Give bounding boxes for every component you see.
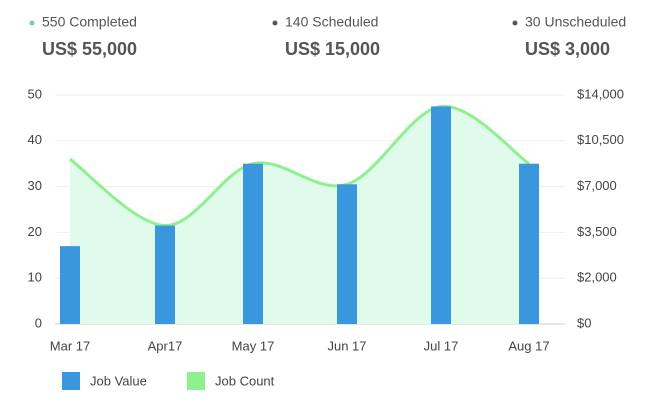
y2-tick-label: $14,000 bbox=[577, 86, 624, 101]
legend-label: Job Value bbox=[90, 373, 147, 388]
status-label: 140 Scheduled bbox=[285, 14, 378, 30]
status-amount: US$ 55,000 bbox=[42, 39, 137, 59]
legend-swatch bbox=[187, 372, 205, 390]
status-dot bbox=[272, 20, 278, 26]
status-amount: US$ 15,000 bbox=[285, 39, 380, 59]
status-amount: US$ 3,000 bbox=[525, 39, 610, 59]
y-tick-label: 20 bbox=[28, 224, 42, 239]
status-dot bbox=[29, 20, 35, 26]
bar bbox=[519, 163, 539, 324]
x-tick-label: Mar 17 bbox=[50, 338, 90, 353]
y2-tick-label: $0 bbox=[577, 315, 591, 330]
y-tick-label: 30 bbox=[28, 178, 42, 193]
y-tick-label: 40 bbox=[28, 132, 42, 147]
y2-tick-label: $7,000 bbox=[577, 178, 617, 193]
y2-tick-label: $2,000 bbox=[577, 270, 617, 285]
y-tick-label: 50 bbox=[28, 86, 42, 101]
bar bbox=[243, 163, 263, 324]
y-tick-label: 10 bbox=[28, 270, 42, 285]
x-tick-label: Aug 17 bbox=[508, 338, 549, 353]
legend-swatch bbox=[62, 372, 80, 390]
bar bbox=[60, 246, 80, 324]
x-tick-label: Jul 17 bbox=[424, 338, 459, 353]
status-dot bbox=[512, 20, 518, 26]
status-label: 30 Unscheduled bbox=[525, 14, 626, 30]
status-label: 550 Completed bbox=[42, 14, 137, 30]
y2-tick-label: $10,500 bbox=[577, 132, 624, 147]
bar bbox=[155, 225, 175, 324]
y-tick-label: 0 bbox=[35, 315, 42, 330]
line-area bbox=[70, 106, 529, 324]
bar bbox=[431, 106, 451, 324]
x-tick-label: May 17 bbox=[232, 338, 275, 353]
x-tick-label: Apr17 bbox=[148, 338, 183, 353]
bar bbox=[337, 184, 357, 324]
y2-tick-label: $3,500 bbox=[577, 224, 617, 239]
legend-label: Job Count bbox=[215, 373, 275, 388]
x-tick-label: Jun 17 bbox=[327, 338, 366, 353]
